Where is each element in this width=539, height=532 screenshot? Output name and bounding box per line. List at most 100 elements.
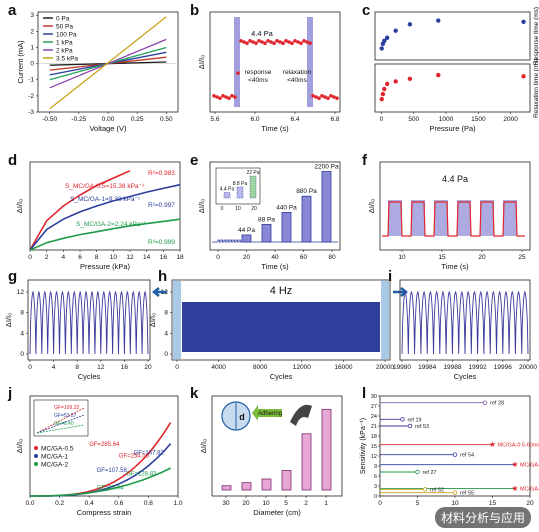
panel-d-r3-label: R²=0.999: [148, 239, 175, 246]
panel-e-bar: [241, 234, 252, 243]
panel-f-pulse-shade: [457, 200, 471, 236]
panel-g-xaxis-tick-label: 16: [121, 364, 129, 371]
panel-k-bar: [321, 408, 332, 491]
panel-g-ytick-label: 12: [17, 289, 25, 296]
panel-k-label: k: [190, 385, 199, 402]
panel-g-frame: [27, 279, 151, 361]
panel-j-inset-line: [36, 414, 85, 434]
panel-b-response-label: response: [245, 69, 272, 76]
panel-g-ytick-label: 4: [20, 330, 24, 337]
panel-k-bar: [241, 482, 252, 491]
panel-b-data-point: [332, 95, 336, 99]
panel-a-label: a: [8, 2, 17, 19]
panel-d-s3-label: S_MC/GA-2=2.24 kPa⁻¹: [76, 221, 147, 228]
panel-j-inset-gf: GF=109.22: [54, 405, 79, 411]
panel-l-ref-marker: [422, 487, 428, 492]
panel-l-ref-label: ref 52: [430, 487, 444, 493]
panel-b-frame: [209, 11, 341, 113]
panel-e-xaxis-tick-label: 0: [216, 254, 220, 261]
panel-c-relaxation-point: [393, 79, 398, 84]
panel-b-data-point: [272, 41, 276, 45]
panel-d-xaxis-tick-label: 14: [143, 254, 151, 261]
panel-a-legend-label: 50 Pa: [56, 24, 73, 31]
panel-h-xaxis-tick-label: 4000: [211, 364, 226, 371]
panel-l-ref-label: ref 55: [460, 491, 474, 497]
panel-f-xaxis-tick-label: 10: [398, 254, 406, 261]
panel-k-xaxis-tick-label: 30: [222, 500, 230, 507]
panel-a-ytick-label: 0: [30, 61, 34, 68]
panel-d-xaxis-tick-label: 2: [45, 254, 49, 261]
panel-b-xaxis-tick-label: 6.8: [330, 116, 339, 123]
panel-b-data-point: [230, 94, 234, 98]
panel-e-bar: [321, 171, 332, 243]
panel-i-xaxis-tick-label: 19980: [393, 364, 411, 371]
panel-c-response-point: [379, 46, 384, 51]
panel-f-pulse-shade: [434, 200, 448, 236]
panel-l-ytick-label: 24: [371, 414, 377, 420]
panel-a-ytick-label: 2: [30, 28, 34, 35]
panel-j-legend-marker: [34, 454, 38, 458]
panel-f-pulse-shade: [411, 200, 425, 236]
panel-a-legend-label: 0 Pa: [56, 16, 70, 23]
panel-h-xaxis-tick-label: 16000: [334, 364, 352, 371]
panel-b-xaxis-tick-label: 6.0: [250, 116, 259, 123]
panel-d-xaxis-tick-label: 8: [95, 254, 99, 261]
panel-j-gf-label: GF=107.58: [97, 468, 128, 474]
panel-d-r1-label: R²=0.983: [148, 170, 175, 177]
panel-e-xaxis-tick-label: 80: [328, 254, 336, 261]
panel-e-bar: [301, 195, 312, 243]
panel-k-adhering-arrow: [252, 405, 282, 421]
panel-k-bar: [301, 433, 312, 491]
panel-b-relaxation-label: relaxation: [283, 69, 312, 76]
panel-b-xlabel: Time (s): [261, 124, 289, 133]
panel-l-ref-label: MC/GA-0.5-60min: [498, 443, 539, 449]
panel-b-data-point: [233, 95, 237, 99]
panel-d-ylabel: ΔI/I₀: [15, 199, 24, 213]
panel-e-peak-label: 44 Pa: [238, 227, 255, 234]
panel-e-xlabel: Time (s): [261, 262, 289, 271]
panel-j-legend-marker: [34, 462, 38, 466]
panel-b-data-point: [239, 39, 243, 43]
panel-d-xlabel: Pressure (kPa): [80, 262, 131, 271]
panel-d-xaxis-tick-label: 18: [176, 254, 184, 261]
panel-c-xaxis-tick-label: 2000: [503, 116, 518, 123]
panel-j-legend-marker: [34, 446, 38, 450]
panel-a-legend-label: 1 kPa: [56, 40, 73, 47]
panel-i-xaxis-tick-label: 19984: [418, 364, 436, 371]
panel-k-xlabel: Diameter (cm): [253, 508, 301, 517]
panel-a-ytick-label: 3: [30, 12, 34, 19]
panel-b-data-point: [329, 94, 333, 98]
panel-e-ylabel: ΔI/I₀: [197, 199, 206, 213]
panel-d-frame: [29, 161, 181, 251]
panel-l-ref-label: ref 19: [408, 417, 422, 423]
panel-k-xaxis-tick-label: 2: [304, 500, 308, 507]
panel-b-data-point: [302, 39, 306, 43]
panel-l-ref-marker: [400, 417, 405, 422]
panel-h-ylabel: ΔI/I₀: [148, 313, 157, 327]
panel-l-label: l: [362, 385, 367, 402]
panel-l-xaxis-tick-label: 0: [378, 500, 382, 507]
panel-g-ytick-label: 8: [20, 310, 24, 317]
panel-j-xaxis-tick-label: 0.4: [85, 500, 94, 507]
panel-b-data-point: [260, 40, 264, 44]
panel-i-label: i: [388, 268, 393, 285]
panel-c-response-point: [436, 18, 441, 23]
panel-e-bar: [281, 211, 292, 243]
panel-b-data-point: [296, 40, 300, 44]
panel-c-relaxation-point: [379, 96, 384, 102]
panel-b-data-point: [317, 96, 321, 100]
panel-i-xaxis-tick-label: 19996: [494, 364, 512, 371]
panel-d-s2-label: S_MC/GA-1=9.38 kPa⁻¹: [70, 196, 141, 203]
panel-b-data-point: [212, 94, 216, 98]
panel-e-label: e: [190, 152, 199, 169]
panel-l-ref-marker: [452, 452, 458, 457]
panel-b-data-point: [311, 94, 315, 98]
panel-k-xaxis-tick-label: 1: [324, 500, 328, 507]
panel-i-frame: [399, 279, 531, 361]
panel-c-xaxis-tick-label: 0: [380, 116, 384, 123]
panel-b-data-point: [236, 71, 240, 75]
panel-a-ytick-label: 1: [30, 44, 34, 51]
panel-j-ylabel: ΔI/I₀: [15, 439, 24, 453]
panel-j-gf-label: GF=20.94: [97, 485, 125, 491]
panel-b-xaxis-tick-label: 6.4: [290, 116, 299, 123]
